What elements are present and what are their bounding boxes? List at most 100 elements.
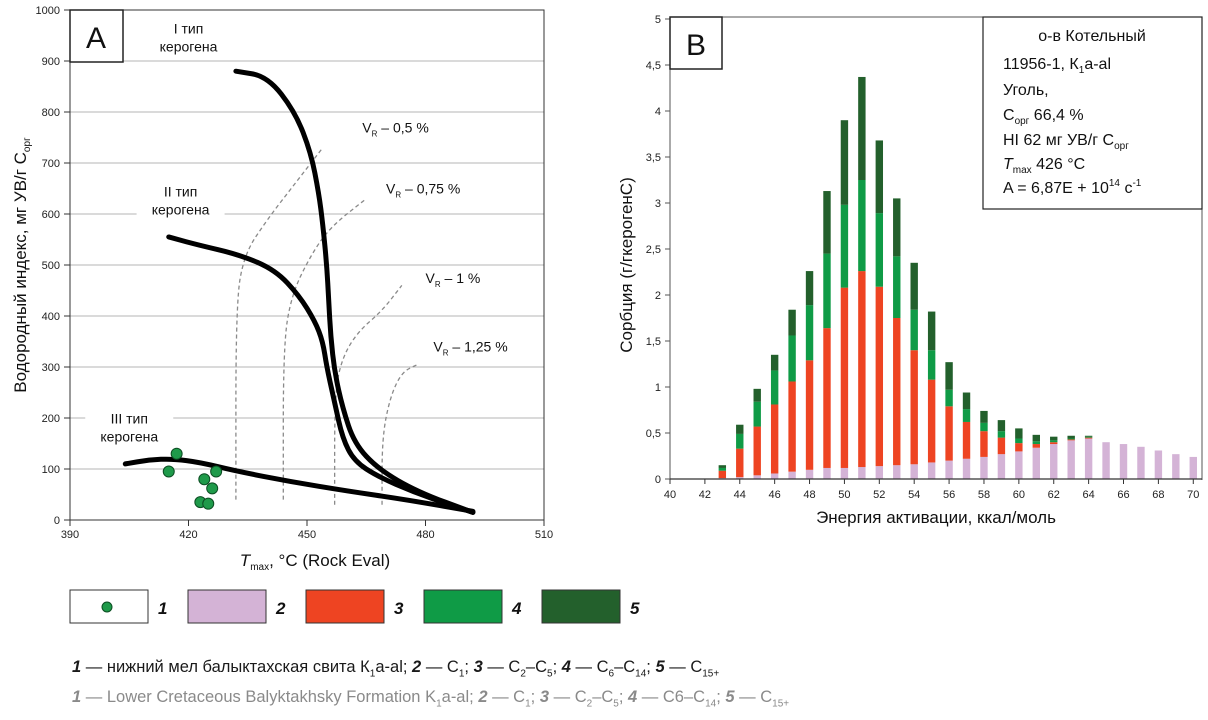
chart-a-curve-type-II [166, 234, 476, 515]
chart-b-bar-5 [875, 140, 884, 214]
chart-b-bar-4 [962, 409, 971, 422]
chart-a-ytick-label: 200 [42, 413, 60, 425]
chart-b-bar-3 [753, 426, 761, 476]
chart-b-bar-4 [770, 370, 779, 405]
chart-b-ytick-label: 0,5 [646, 428, 661, 440]
chart-b-bar-5 [788, 309, 796, 336]
chart-a-ytick-label: 400 [42, 311, 60, 323]
chart-a-kerogen-label-bg [85, 407, 174, 448]
chart-b-xtick-label: 50 [838, 489, 850, 501]
chart-b-xtick-label: 42 [699, 489, 711, 501]
chart-b-bar-3 [945, 406, 953, 461]
chart-b-bar-5 [1067, 435, 1075, 439]
chart-b-bar-3 [788, 381, 796, 472]
chart-b-xtick-label: 44 [734, 489, 746, 501]
info-title: о-в Котельный [1038, 28, 1146, 45]
chart-a-kerogen-label: III тип [111, 411, 148, 427]
chart-b-bar-2 [1032, 447, 1040, 479]
chart-b-bar-4 [753, 401, 761, 427]
chart-a-kerogen-curves [122, 68, 476, 515]
legend-dot-icon [101, 601, 113, 613]
chart-b-bar-5 [962, 392, 971, 410]
chart-b-bar-2 [1172, 454, 1180, 479]
chart-a-xtick-label: 480 [416, 529, 434, 541]
chart-b-bar-2 [1050, 444, 1058, 479]
chart-b-bar-3 [736, 448, 744, 478]
chart-a-kerogen-label: керогена [100, 429, 158, 445]
legend-label-1: 1 [158, 599, 167, 618]
chart-b-bar-3 [1032, 444, 1040, 448]
chart-b-bar-2 [875, 466, 884, 479]
chart-a-ticks: 0 100 200 300 400 500 600 700 800 900 1000 390 420 45… [36, 5, 554, 541]
chart-b-bar-5 [1050, 436, 1058, 441]
chart-b-bar-5 [893, 198, 901, 257]
chart-b-bar-2 [1137, 446, 1145, 479]
chart-b-bar-3 [980, 431, 988, 457]
chart-b-bar-5 [718, 465, 727, 468]
chart-a-ytick-label: 0 [54, 515, 60, 527]
chart-a-kerogen-label: керогена [152, 202, 210, 218]
legend: 1 2 3 4 5 [69, 589, 640, 624]
chart-b-xtick-label: 46 [769, 489, 781, 501]
chart-b-ytick-label: 0 [655, 474, 661, 486]
info-a-factor: A = 6,87E + 1014 с-1 [1003, 178, 1142, 197]
chart-b-ytick-label: 1,5 [646, 336, 661, 348]
chart-b-bar-2 [736, 477, 744, 479]
chart-b-bar-4 [875, 213, 884, 287]
chart-b-bar-3 [875, 286, 884, 467]
chart-a-ytick-label: 700 [42, 158, 60, 170]
chart-b-bars [718, 76, 1197, 479]
chart-a-xtick-label: 420 [179, 529, 197, 541]
chart-b-bar-2 [980, 456, 988, 479]
chart-b-bar-2 [945, 460, 953, 479]
panel-label-b-box [669, 16, 723, 70]
chart-b-bar-2 [893, 465, 901, 479]
chart-b-bar-3 [840, 287, 849, 468]
chart-b-xtick-label: 60 [1013, 489, 1025, 501]
chart-b-xlabel: Энергия активации, ккал/моль [816, 508, 1056, 527]
chart-b-bar-2 [770, 473, 779, 479]
chart-b-bar-3 [805, 360, 814, 470]
chart-a-vr-line [282, 198, 367, 500]
chart-b-ytick-label: 4,5 [646, 60, 661, 72]
chart-b-bar-2 [788, 471, 796, 479]
chart-b-bar-4 [1050, 440, 1058, 443]
chart-a-xlabel: Tmax, °С (Rock Eval) [240, 551, 390, 573]
chart-a-ytick-label: 1000 [36, 5, 60, 17]
chart-b-bar-2 [1102, 442, 1110, 479]
chart-b-bar-3 [858, 271, 866, 468]
chart-b-bar-3 [1084, 437, 1093, 439]
caption-english: 1 — Lower Cretaceous Balyktakhsky Format… [72, 688, 790, 710]
chart-b-ytick-label: 4 [655, 106, 661, 118]
chart-b: 0 0,5 1 1,5 2 2,5 3 3,5 4 4,5 5 40 42 44 46 48 50 52 54 56 5… [617, 14, 1203, 527]
chart-b-bar-5 [823, 191, 831, 254]
chart-b-bar-2 [823, 467, 831, 479]
legend-label-3: 3 [394, 599, 404, 618]
chart-b-bar-2 [962, 458, 971, 479]
chart-b-xtick-label: 40 [664, 489, 676, 501]
legend-swatch-1 [69, 589, 149, 624]
legend-label-4: 4 [511, 599, 522, 618]
chart-b-bar-3 [927, 379, 936, 463]
chart-b-bar-4 [788, 335, 796, 382]
chart-b-bar-2 [840, 467, 849, 479]
chart-a-vr-line [235, 147, 324, 500]
chart-a-point [206, 482, 219, 495]
panel-label-a-box [69, 9, 124, 63]
chart-b-bar-5 [945, 362, 953, 390]
chart-b-bar-4 [1084, 436, 1093, 438]
chart-a-vr-label: VR – 0,5 % [362, 119, 429, 138]
chart-b-bar-2 [1084, 438, 1093, 479]
chart-b-bar-3 [823, 328, 831, 468]
chart-a-vr-label: VR – 1,25 % [433, 339, 507, 358]
chart-a-ytick-label: 500 [42, 260, 60, 272]
chart-b-xtick-label: 62 [1048, 489, 1060, 501]
chart-b-bar-3 [997, 437, 1006, 455]
chart-b-bar-4 [910, 309, 918, 351]
chart-b-bar-2 [805, 469, 814, 479]
chart-b-bar-5 [1084, 435, 1093, 437]
chart-b-bar-3 [1015, 443, 1023, 452]
legend-swatch-4 [423, 589, 503, 624]
chart-b-bar-4 [718, 467, 727, 471]
